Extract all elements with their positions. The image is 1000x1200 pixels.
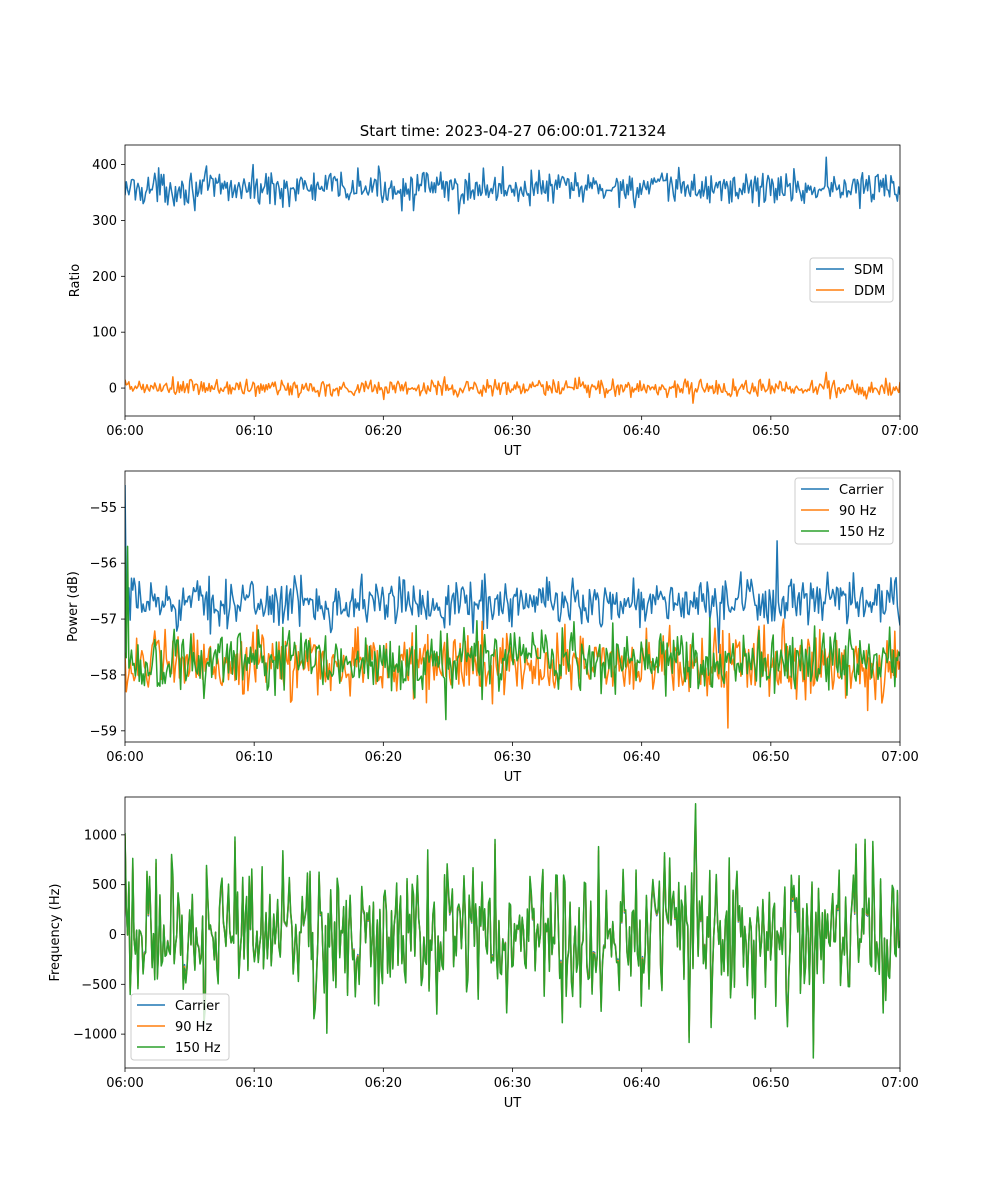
series-line-carrier	[125, 484, 900, 654]
legend-label: 150 Hz	[175, 1041, 221, 1056]
x-tick-label: 06:10	[235, 1076, 272, 1091]
legend: SDM DDM	[809, 257, 894, 303]
legend-label: Carrier	[175, 999, 220, 1014]
x-tick-label: 06:00	[106, 750, 143, 765]
y-tick-label: −59	[90, 724, 117, 739]
x-tick-label: 06:20	[365, 750, 402, 765]
x-tick-label: 06:10	[235, 750, 272, 765]
legend-box	[794, 477, 894, 545]
series-line-90-hz	[125, 618, 900, 729]
subplot-power: 06:00 06:10 06:20 06:30 06:40 06:50 07:00 −59 −5…	[66, 470, 919, 785]
legend-label: 90 Hz	[175, 1020, 212, 1035]
x-tick-label: 07:00	[881, 750, 918, 765]
legend-label: DDM	[854, 284, 885, 299]
y-tick-label: 400	[92, 158, 117, 173]
series-line-150-hz	[125, 545, 900, 721]
legend-label: 90 Hz	[839, 504, 876, 519]
legend-label: SDM	[854, 263, 883, 278]
figure-title: Start time: 2023-04-27 06:00:01.721324	[360, 122, 666, 140]
x-tick-label: 06:40	[623, 424, 660, 439]
axes-frame	[124, 144, 901, 417]
y-tick-label: 100	[92, 326, 117, 341]
y-tick-label: 0	[109, 382, 117, 397]
subplot-frequency: 06:00 06:10 06:20 06:30 06:40 06:50 07:00 −1000…	[48, 796, 919, 1111]
y-tick-label: 200	[92, 270, 117, 285]
y-tick-label: 0	[109, 928, 117, 943]
y-tick-label: 500	[92, 878, 117, 893]
x-tick-label: 06:20	[365, 424, 402, 439]
x-tick-label: 06:50	[752, 750, 789, 765]
x-axis-label: UT	[504, 1096, 522, 1111]
legend-box	[130, 993, 230, 1061]
series-line-sdm	[125, 156, 900, 215]
x-tick-label: 06:30	[494, 750, 531, 765]
x-tick-label: 06:10	[235, 424, 272, 439]
legend-label: 150 Hz	[839, 525, 885, 540]
series-line-ddm	[125, 371, 900, 404]
y-tick-label: 300	[92, 214, 117, 229]
x-axis-label: UT	[504, 770, 522, 785]
x-tick-label: 07:00	[881, 424, 918, 439]
x-tick-label: 06:30	[494, 1076, 531, 1091]
x-tick-label: 06:50	[752, 424, 789, 439]
legend-label: Carrier	[839, 483, 884, 498]
x-tick-label: 06:50	[752, 1076, 789, 1091]
x-tick-label: 07:00	[881, 1076, 918, 1091]
series-line-150-hz	[125, 802, 900, 1059]
x-tick-label: 06:30	[494, 424, 531, 439]
legend: Carrier 90 Hz 150 Hz	[130, 993, 230, 1061]
y-tick-label: −55	[90, 501, 117, 516]
x-tick-label: 06:40	[623, 750, 660, 765]
y-axis-label: Frequency (Hz)	[48, 883, 63, 981]
y-tick-label: 1000	[84, 828, 117, 843]
x-tick-label: 06:00	[106, 424, 143, 439]
x-axis-label: UT	[504, 444, 522, 459]
y-axis-label: Ratio	[68, 264, 83, 297]
y-tick-label: −1000	[73, 1028, 117, 1043]
y-tick-label: −500	[81, 978, 117, 993]
y-tick-label: −58	[90, 668, 117, 683]
x-tick-label: 06:20	[365, 1076, 402, 1091]
y-axis-label: Power (dB)	[66, 571, 81, 642]
subplot-ratio: 06:00 06:10 06:20 06:30 06:40 06:50 07:00 0 100 2…	[68, 144, 919, 459]
y-tick-label: −56	[90, 557, 117, 572]
x-tick-label: 06:40	[623, 1076, 660, 1091]
legend: Carrier 90 Hz 150 Hz	[794, 477, 894, 545]
y-tick-label: −57	[90, 613, 117, 628]
x-tick-label: 06:00	[106, 1076, 143, 1091]
